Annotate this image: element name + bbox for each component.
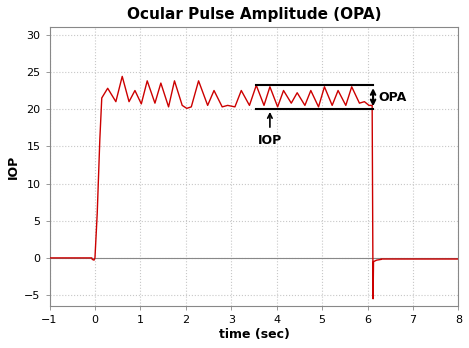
Text: IOP: IOP [258,134,282,147]
X-axis label: time (sec): time (sec) [219,328,289,341]
Text: OPA: OPA [378,91,407,104]
Title: Ocular Pulse Amplitude (OPA): Ocular Pulse Amplitude (OPA) [127,7,381,22]
Y-axis label: IOP: IOP [7,155,20,179]
